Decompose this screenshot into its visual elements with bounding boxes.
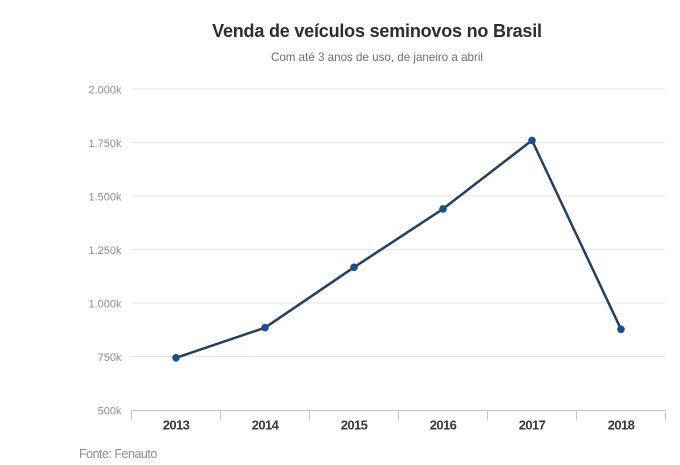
- svg-text:2013: 2013: [163, 418, 190, 433]
- svg-text:1.250k: 1.250k: [88, 245, 122, 257]
- svg-text:500k: 500k: [98, 406, 122, 418]
- svg-text:Fonte: Fenauto: Fonte: Fenauto: [79, 447, 157, 461]
- svg-text:Com até 3 anos de uso, de jane: Com até 3 anos de uso, de janeiro a abri…: [271, 51, 483, 64]
- svg-text:1.750k: 1.750k: [88, 138, 122, 150]
- svg-text:1.500k: 1.500k: [88, 192, 122, 204]
- svg-text:2015: 2015: [341, 418, 368, 433]
- svg-text:2016: 2016: [430, 418, 457, 433]
- svg-text:750k: 750k: [98, 352, 122, 364]
- svg-text:2014: 2014: [252, 418, 280, 433]
- svg-text:Venda de veículos seminovos no: Venda de veículos seminovos no Brasil: [212, 21, 542, 41]
- svg-text:2017: 2017: [519, 418, 546, 433]
- svg-text:2018: 2018: [608, 418, 635, 433]
- svg-text:1.000k: 1.000k: [88, 299, 122, 311]
- svg-text:2.000k: 2.000k: [88, 85, 122, 97]
